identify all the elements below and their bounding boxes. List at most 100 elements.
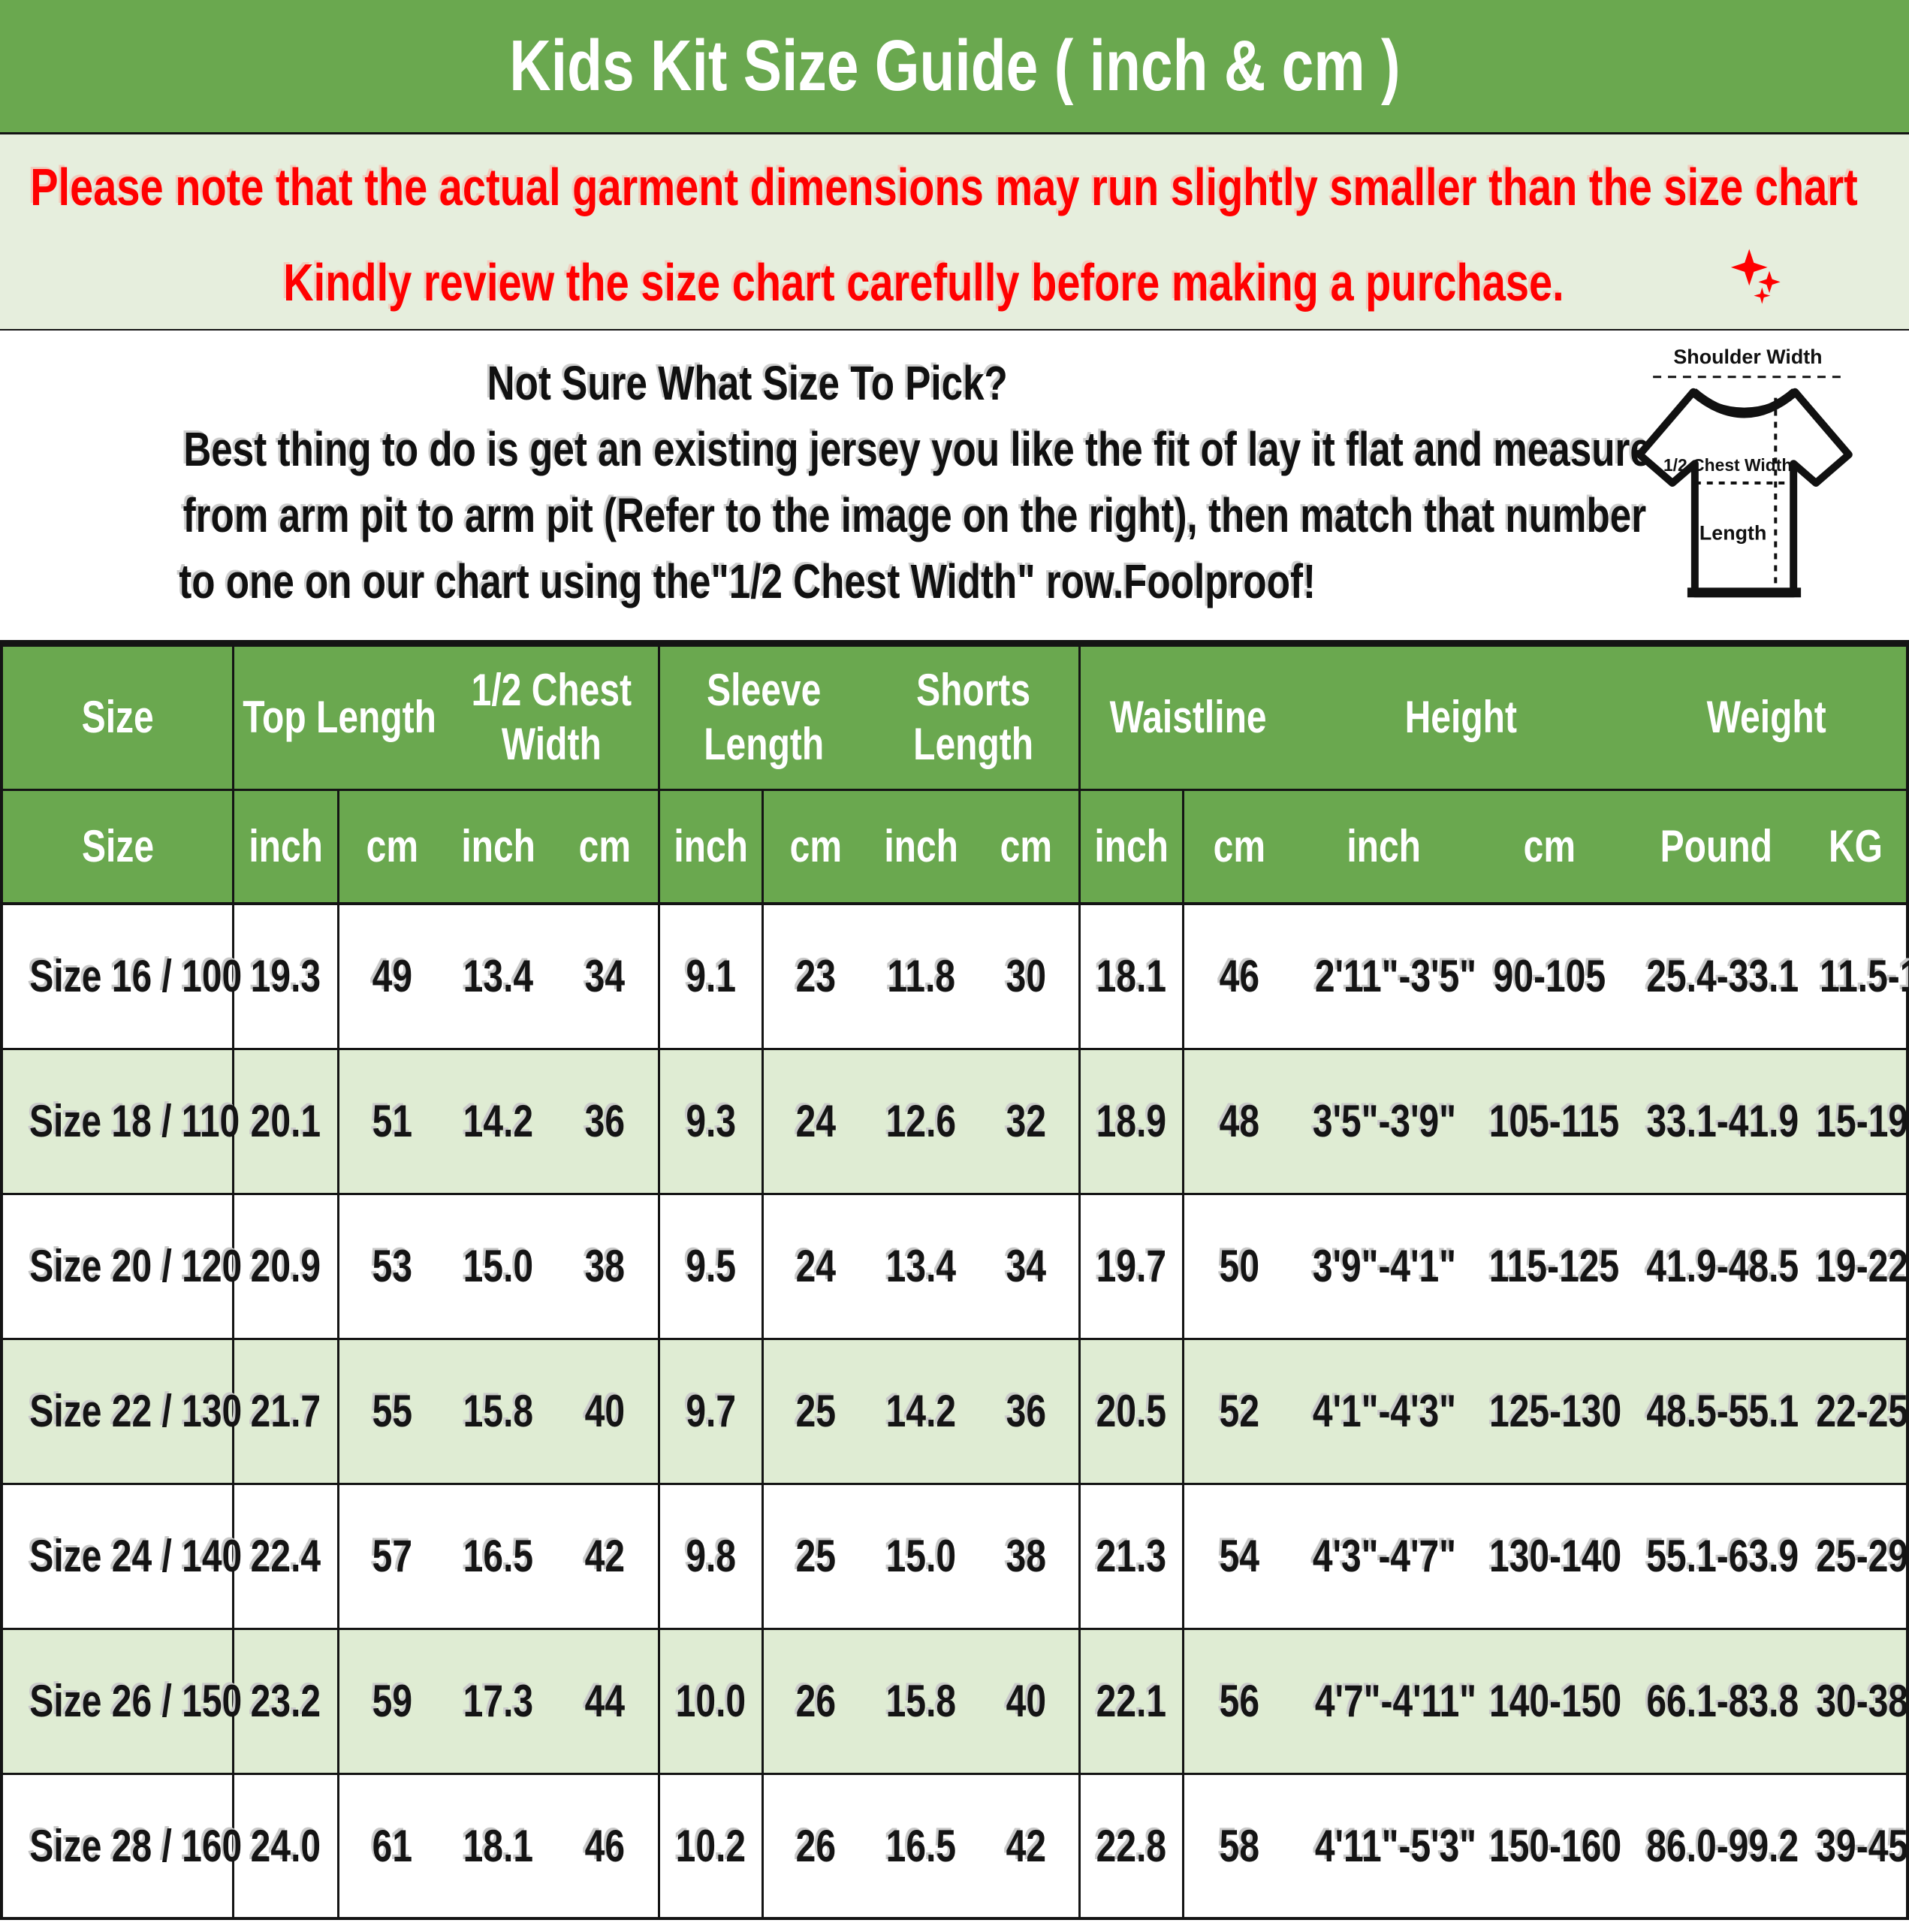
table-cell: 9.1 [659,904,764,1050]
table-cell: 11.8 [868,904,975,1050]
tshirt-hem [1687,587,1802,598]
help-heading: Not Sure What Size To Pick? [487,356,1008,410]
table-cell: 21.3 [1079,1484,1185,1630]
table-cell: 140-150 [1472,1629,1627,1775]
table-row: Size 18 / 110 20.1 51 14.2 36 9.3 24 12.… [2,1049,1908,1195]
unit-header: inch [868,789,975,905]
table-cell: 3'9"-4'1" [1295,1194,1473,1340]
table-cell: 9.8 [659,1484,764,1630]
table-cell: 38 [551,1194,661,1340]
table-cell: 46 [1183,904,1295,1050]
table-cell: 18.9 [1079,1049,1185,1195]
table-cell: 30 [974,904,1081,1050]
table-cell: 25.4-33.1 [1627,904,1805,1050]
title-banner: Kids Kit Size Guide ( inch & cm ) [0,0,1909,134]
table-cell: 25 [762,1484,869,1630]
table-cell: 22.8 [1079,1774,1185,1920]
table-cell: 15.0 [445,1194,552,1340]
unit-header: cm [974,789,1081,905]
table-cell: 14.2 [868,1339,975,1485]
table-cell: 22.4 [233,1484,339,1630]
table-cell: 19.7 [1079,1194,1185,1340]
table-cell: 130-140 [1472,1484,1627,1630]
table-cell: 33.1-41.9 [1627,1049,1805,1195]
column-group-top-length: Top Length [233,645,445,791]
table-cell: 48.5-55.1 [1627,1339,1805,1485]
help-line-2: from arm pit to arm pit (Refer to the im… [182,488,1647,542]
size-cell: Size 28 / 160 [2,1774,242,1920]
table-cell: 66.1-83.8 [1627,1629,1805,1775]
table-cell: 2'11"-3'5" [1295,904,1477,1050]
table-cell: 56 [1183,1629,1295,1775]
table-row: Size 26 / 150 23.2 59 17.3 44 10.0 26 15… [2,1629,1908,1775]
table-cell: 26 [762,1774,869,1920]
table-cell: 9.7 [659,1339,764,1485]
table-cell: 49 [338,904,445,1050]
column-group-shorts-length: Shorts Length [868,645,1081,791]
table-cell: 51 [338,1049,445,1195]
table-cell: 115-125 [1472,1194,1627,1340]
table-cell: 24.0 [233,1774,339,1920]
table-cell: 25-29 [1805,1484,1908,1630]
unit-header: cm [1183,789,1295,905]
table-cell: 55.1-63.9 [1627,1484,1805,1630]
table-cell: 20.1 [233,1049,339,1195]
table-cell: 24 [762,1049,869,1195]
unit-header: Pound [1627,789,1805,905]
table-cell: 15.8 [445,1339,552,1485]
table-cell: 11.5-15 [1805,904,1909,1050]
unit-header: cm [551,789,661,905]
unit-header: inch [1079,789,1185,905]
tshirt-outline [1636,388,1853,598]
column-group-waistline: Waistline [1079,645,1295,791]
size-help-text: Not Sure What Size To Pick? Best thing t… [0,350,1651,614]
table-cell: 9.5 [659,1194,764,1340]
table-cell: 10.2 [659,1774,764,1920]
size-cell: Size 20 / 120 [2,1194,242,1340]
table-cell: 17.3 [445,1629,552,1775]
column-group-height: Height [1295,645,1627,791]
table-cell: 30-38 [1805,1629,1908,1775]
table-cell: 150-160 [1472,1774,1627,1920]
unit-header: inch [445,789,552,905]
unit-header: inch [659,789,764,905]
table-cell: 48 [1183,1049,1295,1195]
table-cell: 21.7 [233,1339,339,1485]
unit-header-row: Size inch cm inch cm inch cm inch cm inc… [2,789,1907,905]
table-cell: 15.8 [868,1629,975,1775]
tshirt-measure-diagram: Shoulder Width 1/2 Chest Width Length [1603,344,1892,641]
table-cell: 44 [551,1629,661,1775]
table-cell: 18.1 [445,1774,552,1920]
notice-line-2: Kindly review the size chart carefully b… [123,247,1786,318]
table-cell: 16.5 [868,1774,975,1920]
table-cell: 40 [551,1339,661,1485]
table-cell: 34 [974,1194,1081,1340]
size-cell: Size 16 / 100 [2,904,242,1050]
table-cell: 26 [762,1629,869,1775]
table-cell: 4'1"-4'3" [1295,1339,1473,1485]
table-cell: 3'5"-3'9" [1295,1049,1473,1195]
table-cell: 9.3 [659,1049,764,1195]
table-cell: 36 [974,1339,1081,1485]
unit-header: cm [338,789,445,905]
table-cell: 23 [762,904,869,1050]
unit-header: Size [2,789,235,905]
table-cell: 53 [338,1194,445,1340]
help-line-3: to one on our chart using the"1/2 Chest … [179,554,1316,608]
table-cell: 34 [551,904,661,1050]
table-cell: 24 [762,1194,869,1340]
table-cell: 10.0 [659,1629,764,1775]
table-cell: 57 [338,1484,445,1630]
sparkles-icon [1727,247,1786,318]
table-cell: 40 [974,1629,1081,1775]
table-cell: 4'7"-4'11" [1295,1629,1477,1775]
size-cell: Size 18 / 110 [2,1049,240,1195]
table-cell: 20.9 [233,1194,339,1340]
column-group-chest-width: 1/2 Chest Width [445,645,661,791]
length-label: Length [1699,522,1767,545]
unit-header: KG [1805,789,1907,905]
table-cell: 32 [974,1049,1081,1195]
table-row: Size 22 / 130 21.7 55 15.8 40 9.7 25 14.… [2,1339,1908,1485]
size-help-section: Not Sure What Size To Pick? Best thing t… [0,331,1909,644]
notice-text-1: Please note that the actual garment dime… [30,157,1859,216]
